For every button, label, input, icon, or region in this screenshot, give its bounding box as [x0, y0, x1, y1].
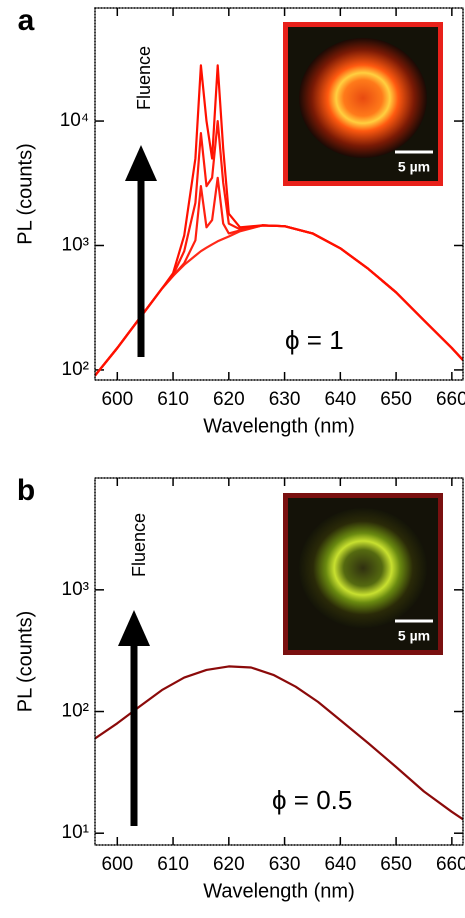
x-tick-label: 640	[324, 389, 356, 410]
phi-label: ϕ = 1	[285, 325, 344, 355]
inset-image	[299, 508, 427, 628]
x-tick-label: 620	[213, 389, 245, 410]
y-tick-label: 10⁴	[60, 110, 89, 131]
y-axis-label: PL (counts)	[14, 143, 36, 245]
x-axis-label: Wavelength (nm)	[203, 880, 355, 902]
arrow-label: Fluence	[134, 46, 154, 110]
y-tick-label: 10²	[62, 359, 89, 380]
phi-label: ϕ = 0.5	[272, 785, 352, 815]
y-tick-label: 10¹	[62, 822, 89, 843]
spectrum-line	[95, 225, 463, 375]
y-axis-label: PL (counts)	[14, 611, 36, 713]
x-tick-label: 600	[101, 389, 133, 410]
arrow-label: Fluence	[129, 513, 149, 577]
scale-bar-label: 5 µm	[398, 628, 430, 644]
figure: a 600 610 620 630 640 650 660 10² 10³ 10⁴ Wavelengt…	[0, 0, 465, 918]
inset-image	[299, 38, 427, 158]
x-tick-label: 660	[436, 389, 465, 410]
x-tick-label: 600	[101, 854, 133, 875]
spectrum-line	[95, 178, 463, 376]
x-tick-label: 650	[380, 854, 412, 875]
y-tick-label: 10³	[62, 235, 89, 256]
arrow-head	[118, 610, 150, 646]
x-tick-label: 630	[269, 389, 301, 410]
x-tick-label: 630	[269, 854, 301, 875]
y-tick-label: 10²	[62, 701, 89, 722]
x-tick-label: 620	[213, 854, 245, 875]
panel-label: a	[18, 4, 35, 37]
x-tick-label: 640	[324, 854, 356, 875]
x-tick-label: 610	[157, 854, 189, 875]
x-tick-label: 660	[436, 854, 465, 875]
arrow-head	[125, 145, 157, 181]
y-tick-label: 10³	[62, 579, 89, 600]
scale-bar-label: 5 µm	[398, 159, 430, 175]
x-tick-label: 650	[380, 389, 412, 410]
x-tick-label: 610	[157, 389, 189, 410]
panel-label: b	[17, 474, 35, 507]
x-axis-label: Wavelength (nm)	[203, 415, 355, 437]
